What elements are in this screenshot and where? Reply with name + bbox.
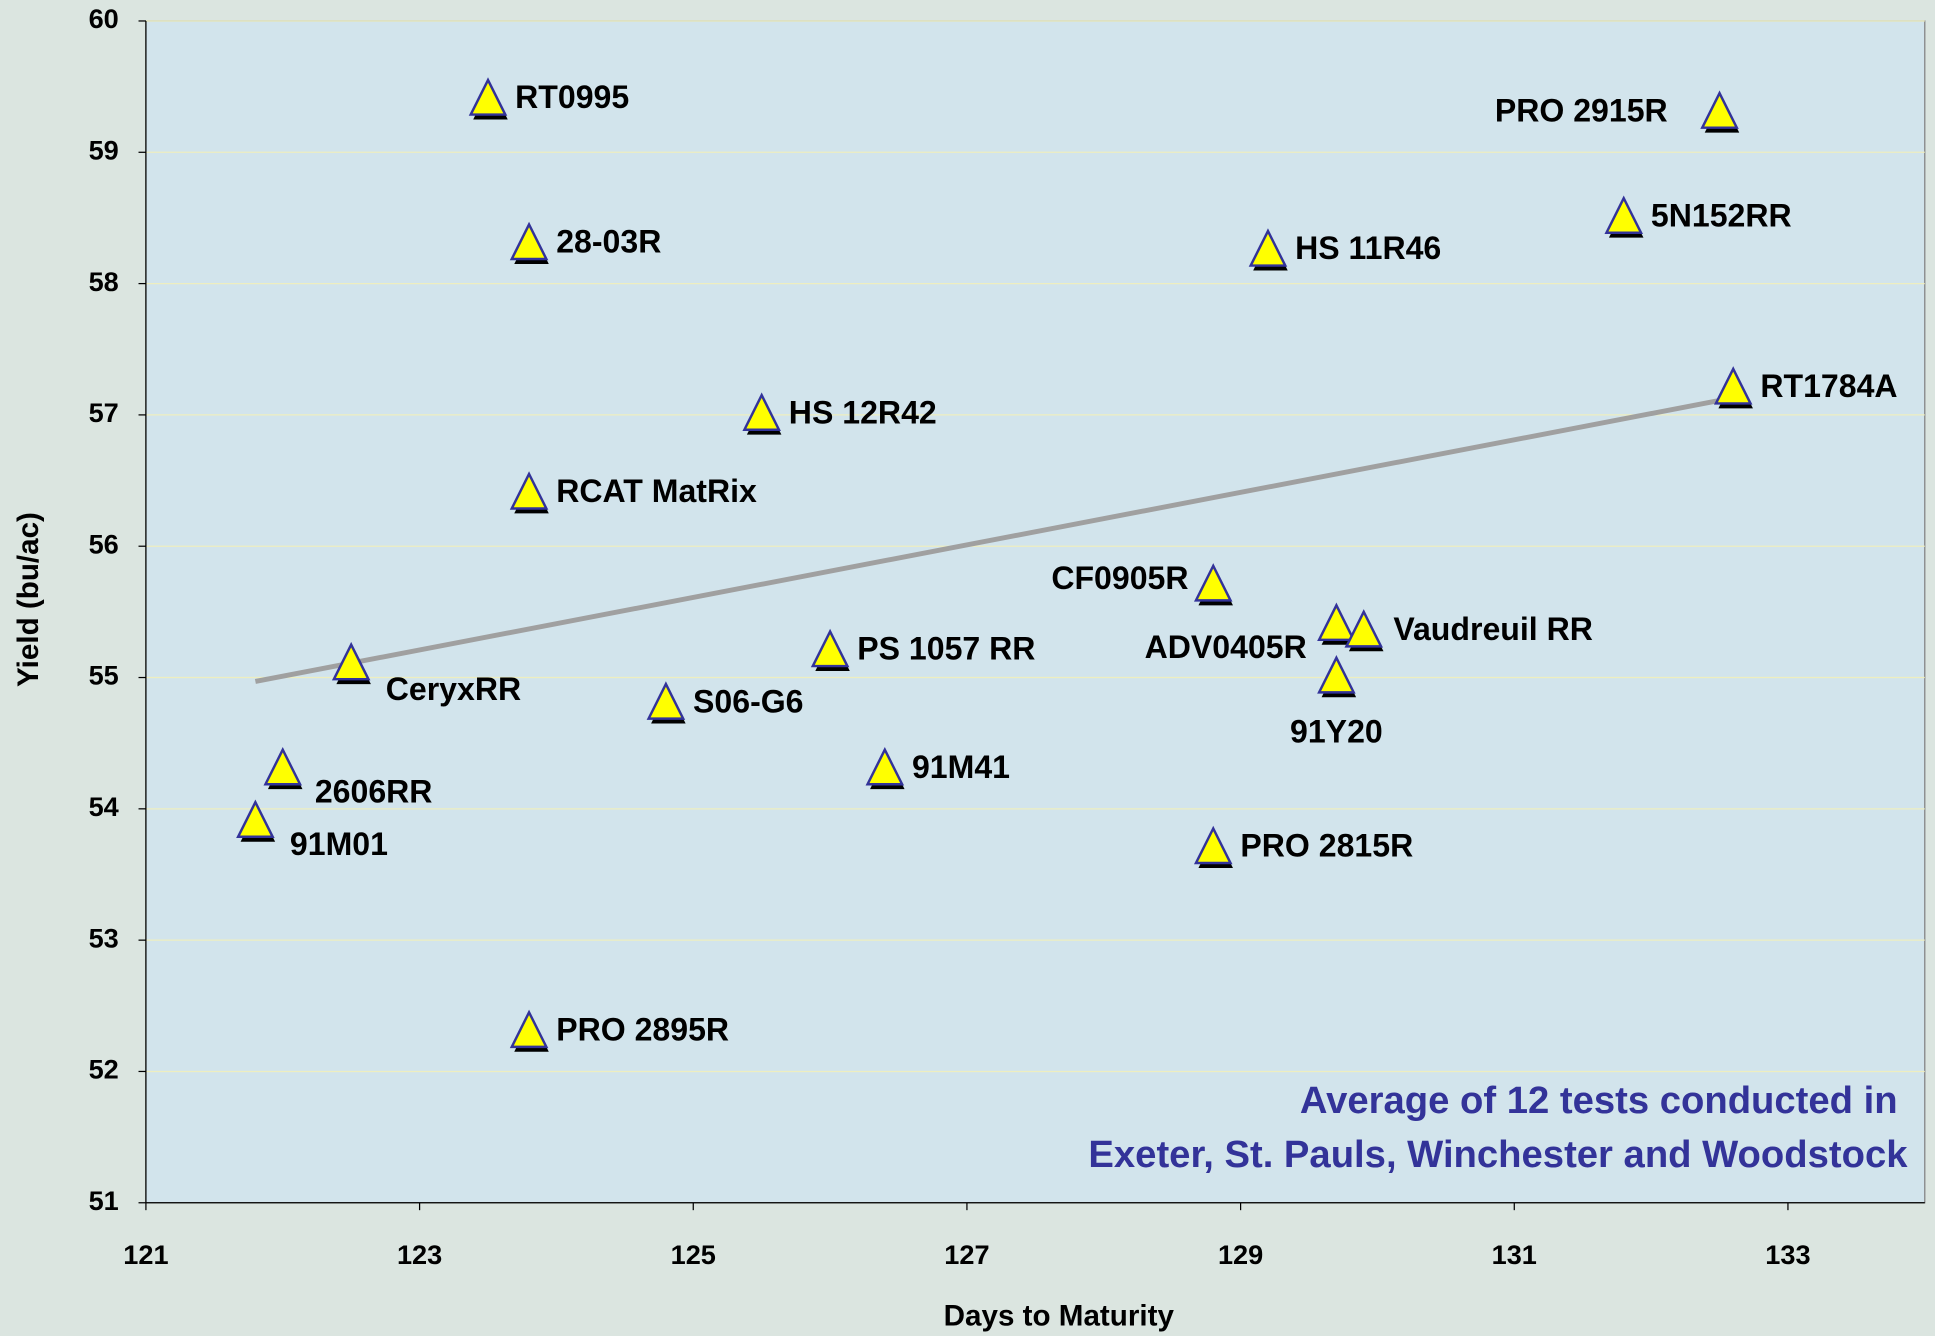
- point-label: HS 11R46: [1295, 230, 1441, 266]
- point-label: PRO 2915R: [1495, 92, 1668, 128]
- annotation: Average of 12 tests conducted in: [1300, 1079, 1898, 1122]
- point-label: CeryxRR: [386, 671, 521, 707]
- point-label: S06-G6: [693, 683, 804, 719]
- marker: [1344, 609, 1384, 648]
- trendline: [254, 395, 1734, 684]
- x-tick-label: 121: [123, 1239, 168, 1270]
- y-tick-label: 54: [89, 791, 119, 822]
- marker: [1248, 228, 1288, 267]
- point-label: 5N152RR: [1651, 197, 1792, 233]
- marker: [865, 746, 905, 786]
- x-tick-label: 133: [1765, 1239, 1810, 1270]
- y-tick-label: 57: [89, 397, 119, 428]
- x-tick-label: 131: [1492, 1239, 1537, 1270]
- marker: [236, 799, 275, 839]
- marker: [742, 392, 781, 431]
- marker: [509, 221, 549, 261]
- y-tick-label: 60: [89, 3, 119, 34]
- point-label: 28-03R: [556, 224, 661, 260]
- marker: [1193, 825, 1233, 865]
- marker: [509, 471, 549, 510]
- y-tick-label: 51: [89, 1185, 119, 1216]
- marker: [1317, 655, 1356, 694]
- marker: [646, 681, 686, 720]
- y-tick-label: 58: [89, 266, 119, 297]
- point-label: PS 1057 RR: [857, 631, 1035, 667]
- point-label: PRO 2895R: [556, 1012, 729, 1048]
- y-tick-label: 59: [89, 134, 119, 165]
- y-tick-label: 52: [89, 1054, 119, 1085]
- marker: [331, 641, 371, 681]
- point-label: 91M01: [290, 826, 388, 862]
- marker: [509, 1009, 549, 1049]
- marker: [1713, 366, 1753, 405]
- y-tick-label: 56: [89, 528, 119, 559]
- marker: [263, 746, 303, 786]
- x-tick-label: 129: [1218, 1239, 1263, 1270]
- marker: [1700, 90, 1739, 129]
- point-label: PRO 2815R: [1240, 828, 1413, 864]
- point-label: RCAT MatRix: [556, 473, 757, 509]
- point-label: Vaudreuil RR: [1393, 611, 1593, 647]
- y-axis-label: Yield (bu/ac): [12, 512, 45, 687]
- marker: [1604, 195, 1644, 234]
- x-tick-label: 127: [944, 1239, 989, 1270]
- point-label: RT1784A: [1760, 368, 1897, 404]
- point-label: CF0905R: [1051, 560, 1188, 596]
- x-axis-label: Days to Maturity: [944, 1299, 1175, 1332]
- point-label: ADV0405R: [1145, 629, 1307, 665]
- point-label: 91M41: [912, 749, 1010, 785]
- marker: [1317, 602, 1356, 642]
- y-tick-label: 53: [89, 922, 119, 953]
- marker: [810, 628, 850, 668]
- x-tick-label: 125: [671, 1239, 716, 1270]
- marker: [1193, 563, 1233, 602]
- point-label: 91Y20: [1290, 714, 1383, 750]
- annotation: Exeter, St. Pauls, Winchester and Woodst…: [1088, 1133, 1908, 1176]
- x-tick-label: 123: [397, 1239, 442, 1270]
- marker: [468, 77, 508, 116]
- y-tick-label: 55: [89, 660, 119, 691]
- point-label: HS 12R42: [789, 394, 937, 430]
- point-label: RT0995: [515, 79, 629, 115]
- point-label: 2606RR: [315, 774, 433, 810]
